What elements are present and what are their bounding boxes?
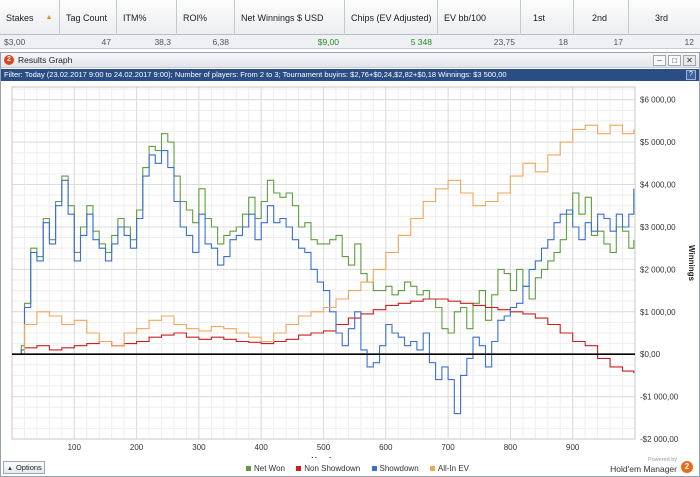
column-header-tag-count[interactable]: Tag Count (60, 0, 117, 35)
y-tick-label: $2 000,00 (640, 265, 676, 274)
y-tick-label: $3 000,00 (640, 223, 676, 232)
legend-swatch (296, 466, 302, 471)
x-tick-label: 100 (68, 443, 82, 452)
x-tick-label: 800 (504, 443, 518, 452)
y-tick-label: $0,00 (640, 350, 661, 359)
cell-chips-ev: 5 348 (410, 37, 432, 47)
column-header-chips-ev[interactable]: Chips (EV Adjusted) (345, 0, 438, 35)
help-icon[interactable]: ? (686, 70, 696, 80)
window-title: Results Graph (18, 55, 73, 65)
cell-itm: 38,3 (154, 37, 171, 47)
legend-swatch (371, 466, 377, 471)
options-label: Options (15, 463, 42, 472)
stats-row[interactable]: $3,00 47 38,3 6,38 $9,00 5 348 23,75 18 … (0, 35, 700, 49)
legend-item-all-in-ev: All-In EV (429, 464, 469, 473)
plot-border (11, 86, 636, 440)
column-header-label: ROI% (183, 12, 208, 23)
y-tick-label: $6 000,00 (640, 96, 676, 105)
column-header-label: EV bb/100 (444, 12, 487, 23)
x-tick-label: 500 (317, 443, 331, 452)
window-titlebar[interactable]: 2 Results Graph – □ ✕ (1, 53, 699, 68)
cell-net-winnings: $9,00 (317, 37, 339, 47)
column-header-label: 2nd (592, 12, 608, 23)
expand-up-icon: ▲ (7, 466, 13, 472)
results-graph-window: 2 Results Graph – □ ✕ Filter: Today (23.… (0, 52, 700, 477)
hem-app-icon: 2 (4, 55, 14, 65)
legend-swatch (429, 466, 435, 471)
sort-ascending-icon[interactable]: ▲ (45, 14, 53, 21)
x-axis-label: Hands (311, 456, 336, 458)
series-line-showdown (12, 150, 635, 415)
legend-label: All-In EV (437, 464, 469, 473)
y-tick-label: -$2 000,00 (640, 435, 679, 444)
column-header-roi[interactable]: ROI% (177, 0, 235, 35)
y-tick-label: $4 000,00 (640, 181, 676, 190)
brand-name: Hold'em Manager (610, 464, 677, 474)
legend-item-non-showdown: Non Showdown (296, 464, 360, 473)
column-header-label: Net Winnings $ USD (241, 12, 324, 23)
x-tick-label: 300 (192, 443, 206, 452)
maximize-icon[interactable]: □ (668, 55, 681, 66)
column-header-net-winnings[interactable]: Net Winnings $ USD (235, 0, 345, 35)
x-tick-label: 900 (566, 443, 580, 452)
x-tick-label: 700 (441, 443, 455, 452)
cell-1st: 18 (558, 37, 568, 47)
column-header-1st[interactable]: 1st (521, 0, 574, 35)
filter-bar[interactable]: Filter: Today (23.02.2017 9:00 to 24.02.… (1, 69, 699, 81)
y-tick-label: -$1 000,00 (640, 393, 679, 402)
legend-label: Non Showdown (304, 464, 361, 473)
column-header-label: Chips (EV Adjusted) (351, 12, 432, 23)
cell-stakes: $3,00 (4, 37, 26, 47)
column-header-label: Tag Count (66, 12, 108, 23)
x-tick-label: 600 (379, 443, 393, 452)
legend-swatch (246, 466, 251, 471)
cell-ev-bb100: 23,75 (493, 37, 515, 47)
minimize-icon[interactable]: – (653, 55, 666, 66)
column-header-itm[interactable]: ITM% (117, 0, 177, 35)
options-button[interactable]: ▲ Options (3, 461, 45, 474)
column-header-label: 3rd (655, 12, 669, 23)
legend-label: Showdown (379, 464, 419, 473)
y-tick-label: $1 000,00 (640, 308, 676, 317)
legend-label: Net Won (254, 464, 285, 473)
cell-tag-count: 47 (101, 37, 111, 47)
x-tick-label: 200 (130, 443, 144, 452)
column-header-2nd[interactable]: 2nd (574, 0, 629, 35)
hem-logo-icon: 2 (681, 461, 693, 473)
powered-by-label: Powered by (647, 457, 677, 463)
chart-legend: Net Won Non Showdown Showdown All-In EV (246, 464, 478, 473)
column-header-label: 1st (533, 12, 546, 23)
stats-header: Stakes ▲ Tag Count ITM% ROI% Net Winning… (0, 0, 700, 35)
column-header-3rd[interactable]: 3rd (629, 0, 700, 35)
graph-footer: ▲ Options Net Won Non Showdown Showdown A… (1, 457, 699, 476)
x-tick-label: 400 (255, 443, 269, 452)
cell-3rd: 12 (684, 37, 694, 47)
column-header-label: Stakes (6, 12, 34, 23)
column-header-label: ITM% (123, 12, 147, 23)
y-axis-label: Winnings (687, 245, 696, 281)
cell-2nd: 17 (613, 37, 623, 47)
column-header-stakes[interactable]: Stakes ▲ (0, 0, 60, 35)
close-icon[interactable]: ✕ (683, 55, 696, 66)
legend-item-net-won: Net Won (246, 464, 285, 473)
legend-item-showdown: Showdown (371, 464, 419, 473)
filter-text: Filter: Today (23.02.2017 9:00 to 24.02.… (4, 70, 507, 79)
series-line-all-in-ev (12, 124, 635, 355)
cell-roi: 6,38 (212, 37, 229, 47)
y-tick-label: $5 000,00 (640, 138, 676, 147)
column-header-ev-bb100[interactable]: EV bb/100 (438, 0, 521, 35)
results-graph: 100 200 300 400 500 600 700 800 900 -$2 000,00 -$1… (11, 86, 696, 458)
